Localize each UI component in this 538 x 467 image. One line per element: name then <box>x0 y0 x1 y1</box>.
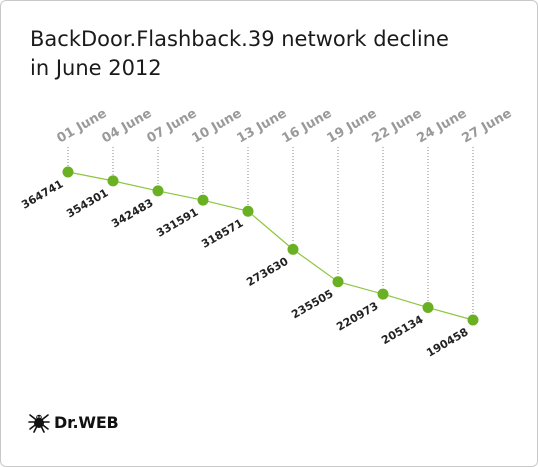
value-label-6: 235505 <box>289 287 335 321</box>
value-label-0: 364741 <box>19 177 65 211</box>
date-label-8: 24 June <box>415 106 470 146</box>
data-point-2 <box>152 185 164 197</box>
date-label-3: 10 June <box>190 106 245 146</box>
date-label-2: 07 June <box>145 106 200 146</box>
data-point-9 <box>467 314 479 326</box>
value-label-3: 331591 <box>154 205 200 239</box>
data-point-7 <box>377 288 389 300</box>
value-label-8: 205134 <box>379 313 426 347</box>
data-point-4 <box>242 205 254 217</box>
date-label-4: 13 June <box>235 106 290 146</box>
date-label-9: 27 June <box>460 106 515 146</box>
value-label-1: 354301 <box>64 186 110 220</box>
value-label-2: 342483 <box>109 196 155 230</box>
chart-title-line-2: in June 2012 <box>30 56 162 80</box>
chart-title-line-1: BackDoor.Flashback.39 network decline <box>30 27 449 51</box>
data-point-0 <box>62 166 74 178</box>
date-label-5: 16 June <box>280 106 335 146</box>
value-label-7: 220973 <box>334 299 380 333</box>
date-label-1: 04 June <box>100 106 155 146</box>
data-point-5 <box>287 243 299 255</box>
data-point-6 <box>332 276 344 288</box>
value-label-4: 318571 <box>199 217 245 251</box>
logo-text: Dr.WEB <box>54 412 119 432</box>
date-label-6: 19 June <box>325 106 380 146</box>
data-point-3 <box>197 194 209 206</box>
data-point-8 <box>422 302 434 314</box>
date-label-7: 22 June <box>370 106 425 146</box>
series-line <box>67 171 474 321</box>
value-label-5: 273630 <box>244 255 291 289</box>
spider-icon <box>28 414 50 433</box>
data-point-1 <box>107 175 119 187</box>
date-label-0: 01 June <box>55 106 110 146</box>
drweb-logo: Dr.WEB <box>28 410 119 434</box>
value-label-9: 190458 <box>424 325 470 359</box>
chart-title: BackDoor.Flashback.39 network decline in… <box>30 25 490 83</box>
